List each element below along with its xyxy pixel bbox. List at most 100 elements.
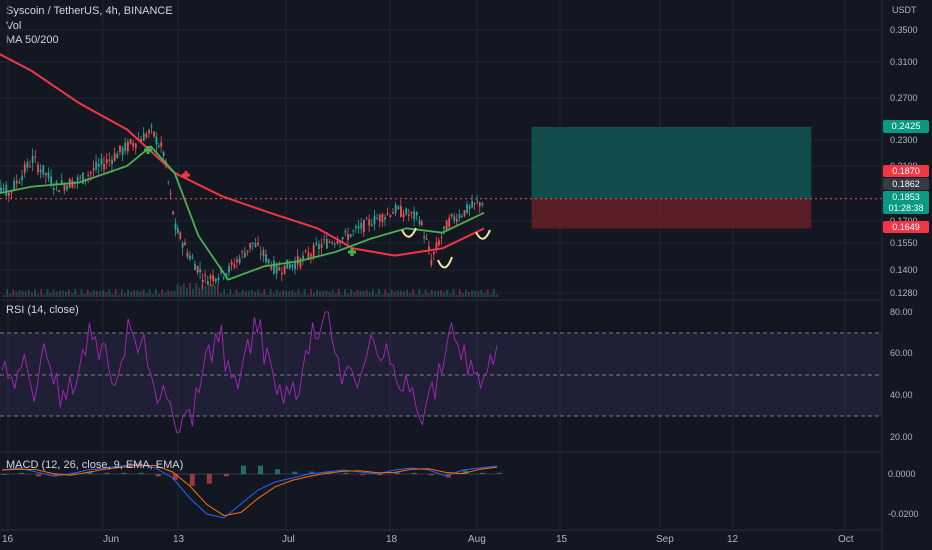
volume-bar — [176, 284, 179, 297]
time-axis[interactable]: 16 Jun 13 Jul 18 Aug 15 Sep 12 Oct — [2, 534, 854, 545]
ma-label[interactable]: MA 50/200 — [6, 34, 59, 46]
volume-bar — [480, 289, 483, 297]
volume-bar — [216, 283, 219, 297]
candle — [145, 134, 148, 138]
candle — [473, 203, 476, 205]
candle — [132, 142, 135, 147]
volume-bar — [303, 289, 306, 297]
candle — [363, 220, 365, 232]
candle — [155, 136, 158, 145]
candle — [420, 221, 423, 226]
macd-histogram-bar — [19, 472, 25, 474]
candle — [386, 213, 389, 215]
volume-bar — [477, 291, 480, 297]
candle — [310, 254, 312, 257]
volume-bar — [161, 289, 164, 297]
candle — [389, 214, 392, 218]
volume-bar — [117, 294, 120, 297]
volume-bar — [452, 289, 455, 297]
volume-bar — [384, 289, 387, 297]
candle — [217, 277, 220, 281]
rsi-tick-label: 20.00 — [890, 432, 913, 442]
volume-bar — [433, 291, 436, 297]
volume-bar — [260, 293, 263, 297]
macd-histogram-bar — [155, 474, 161, 477]
candle — [468, 205, 471, 209]
candle — [189, 255, 191, 260]
candle — [349, 234, 352, 238]
volume-bar — [251, 290, 253, 297]
candle — [23, 164, 26, 174]
volume-bar — [80, 289, 83, 297]
macd-histogram-bar — [462, 470, 468, 474]
symbol-title[interactable]: Syscoin / TetherUS, 4h, BINANCE — [6, 5, 173, 17]
candle — [37, 164, 39, 173]
price-tick-label: 0.1550 — [890, 238, 918, 248]
candle — [124, 142, 127, 152]
candle — [82, 172, 84, 184]
macd-pane[interactable]: 0.0000 -0.0200 — [0, 463, 919, 519]
macd-histogram-bar — [360, 474, 366, 476]
price-tick-label: 0.2300 — [890, 135, 918, 145]
candle — [63, 184, 66, 191]
macd-histogram-bar — [87, 471, 93, 474]
candle — [60, 180, 63, 185]
volume-bar — [182, 283, 185, 297]
volume-bar — [105, 292, 108, 297]
candle — [246, 250, 249, 252]
candle — [153, 131, 155, 137]
candle — [333, 243, 336, 245]
volume-bar — [167, 289, 170, 297]
candle — [336, 240, 339, 244]
candle — [42, 164, 45, 175]
macd-label: MACD (12, 26, close, 9, EMA, EMA) — [6, 459, 184, 471]
macd-histogram-bar — [138, 472, 144, 474]
volume-bar — [114, 289, 117, 297]
volume-label[interactable]: Vol — [6, 19, 22, 32]
macd-histogram-bar — [275, 469, 281, 474]
volume-bar — [272, 293, 275, 297]
candle — [273, 260, 275, 274]
volume-bar — [108, 289, 111, 297]
volume-bar — [415, 294, 418, 297]
price-axis[interactable]: USDT0.35000.31000.27000.23000.21000.1700… — [890, 5, 918, 298]
candle — [423, 236, 426, 239]
volume-bar — [437, 290, 439, 297]
candle — [52, 188, 55, 191]
volume-bar — [325, 290, 328, 297]
macd-histogram-bar — [445, 474, 451, 478]
candle — [471, 201, 474, 208]
price-pane[interactable] — [0, 0, 882, 530]
candle — [360, 222, 363, 229]
candle — [407, 214, 410, 216]
volume-bar — [461, 293, 464, 297]
candle — [100, 158, 103, 165]
time-tick-label: 12 — [727, 534, 739, 545]
candle — [339, 242, 342, 244]
profit-zone — [531, 126, 812, 199]
volume-bar — [421, 294, 424, 297]
rsi-pane[interactable]: 80.00 60.00 40.00 20.00 — [0, 307, 913, 442]
candle — [21, 175, 24, 181]
macd-histogram-bar — [258, 465, 264, 474]
volume-bar — [74, 289, 77, 297]
volume-bar — [309, 289, 312, 297]
candle — [283, 265, 286, 274]
candle — [212, 275, 215, 282]
candle — [58, 190, 61, 193]
volume-bar — [123, 293, 126, 297]
candle — [448, 217, 451, 227]
volume-bar — [43, 294, 46, 297]
candle — [262, 250, 265, 257]
volume-bar — [285, 290, 288, 297]
volume-bar — [322, 290, 325, 297]
macd-histogram-bar — [172, 474, 178, 480]
candle — [365, 218, 368, 220]
candle — [355, 226, 357, 229]
volume-bar — [495, 294, 498, 297]
volume-bar — [489, 294, 492, 297]
countdown-tag: 01:28:38 — [883, 202, 929, 214]
macd-histogram-bar — [223, 474, 229, 477]
candle — [194, 263, 196, 271]
